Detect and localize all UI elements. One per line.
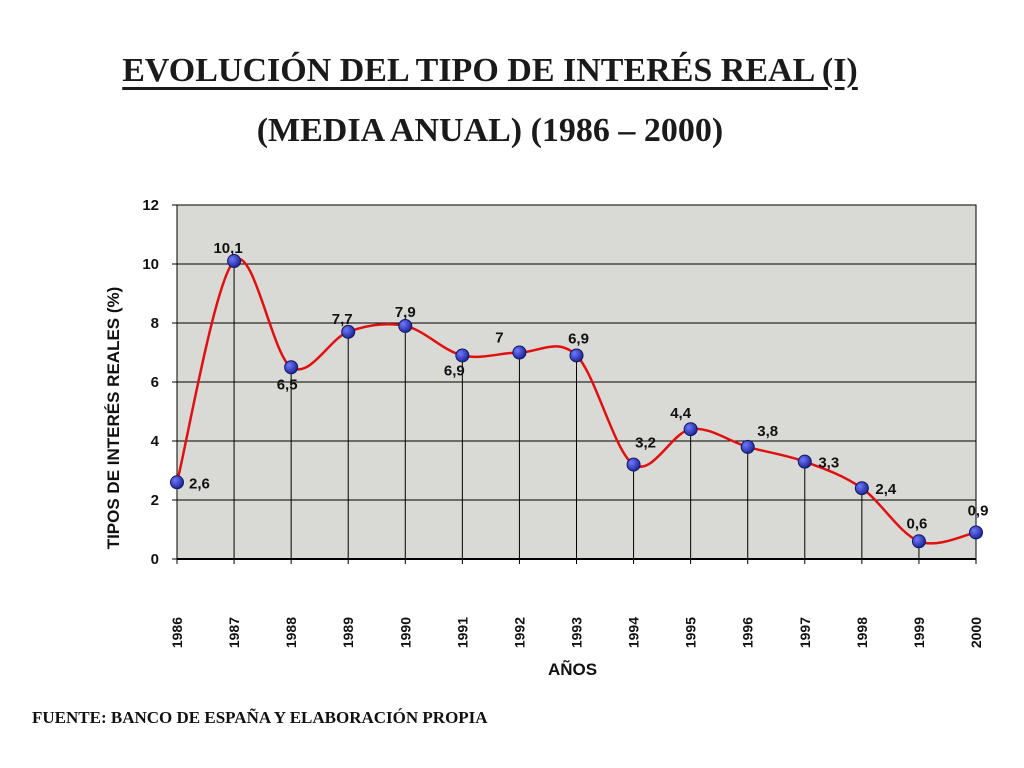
data-label: 3,8 (757, 423, 778, 440)
y-tick-label: 12 (142, 197, 159, 214)
data-label: 2,4 (875, 481, 897, 498)
x-tick-label: 1992 (511, 617, 527, 648)
chart-subtitle: (MEDIA ANUAL) (1986 – 2000) (256, 112, 724, 149)
y-tick-label: 6 (151, 374, 159, 391)
data-point (911, 534, 926, 549)
data-point (797, 454, 812, 469)
drop-lines (176, 261, 977, 559)
data-label: 6,9 (568, 330, 589, 347)
data-point (626, 457, 641, 472)
x-tick-label: 1997 (797, 617, 813, 648)
data-points (170, 254, 983, 549)
data-point (969, 525, 983, 540)
x-tick-label: 1986 (169, 617, 185, 648)
data-point (455, 348, 470, 363)
data-label: 0,9 (968, 502, 989, 519)
x-tick-label: 1990 (397, 617, 413, 648)
x-tick-label: 1991 (454, 617, 470, 648)
x-tick-label: 1995 (683, 617, 699, 648)
data-label: 7 (495, 330, 503, 347)
y-tick-label: 0 (151, 551, 159, 568)
x-tick-label: 1996 (740, 617, 756, 648)
x-tick-label: 1987 (226, 617, 242, 648)
y-axis-ticks: 0 2 4 6 8 10 12 (142, 197, 177, 568)
series-line (175, 257, 977, 545)
data-point (170, 475, 184, 490)
data-label: 2,6 (189, 475, 210, 492)
y-tick-label: 4 (151, 433, 160, 450)
y-tick-label: 2 (151, 492, 159, 509)
x-tick-label: 1989 (340, 617, 356, 648)
x-tick-label: 1993 (569, 617, 585, 648)
data-label: 7,9 (395, 304, 416, 321)
data-point (341, 324, 356, 339)
x-tick-label: 2000 (968, 617, 984, 648)
data-label: 6,9 (444, 362, 465, 379)
data-labels: 2,6 10,1 6,5 7,7 7,9 6,9 7 6,9 3,2 4,4 3,8 3,3 2,4 0,… (189, 240, 988, 532)
source-note: FUENTE: BANCO DE ESPAÑA Y ELABORACIÓN PR… (32, 708, 488, 727)
chart-title-text: EVOLUCIÓN DEL TIPO DE INTERÉS REAL (I) (122, 52, 858, 89)
line-chart: 2,6 10,1 6,5 7,7 7,9 6,9 7 6,9 3,2 4,4 3,8 3,3 2,4 0,… (104, 197, 988, 679)
data-label: 10,1 (213, 240, 242, 257)
data-point (569, 348, 584, 363)
data-label: 0,6 (906, 515, 927, 532)
x-axis-ticks: 1986 1987 1988 1989 1990 1991 1992 1993 1994 1995… (169, 559, 984, 648)
data-point (284, 360, 299, 375)
x-tick-label: 1994 (626, 617, 642, 648)
x-tick-label: 1988 (283, 617, 299, 648)
chart-title: EVOLUCIÓN DEL TIPO DE INTERÉS REAL (I) (0, 52, 980, 90)
data-point (398, 318, 413, 333)
data-point (683, 422, 698, 437)
data-point (854, 481, 869, 496)
x-tick-label: 1999 (911, 617, 927, 648)
data-point (740, 439, 755, 454)
y-axis-label: TIPOS DE INTERÉS REALES (%) (104, 287, 123, 550)
data-label: 3,3 (818, 455, 839, 472)
x-axis-label: AÑOS (548, 659, 597, 679)
data-label: 4,4 (670, 405, 692, 422)
x-tick-label: 1998 (854, 617, 870, 648)
data-label: 6,5 (277, 376, 298, 393)
data-point (512, 345, 527, 360)
data-label: 3,2 (635, 435, 656, 452)
y-tick-label: 8 (151, 315, 159, 332)
data-label: 7,7 (332, 311, 353, 328)
y-tick-label: 10 (142, 256, 159, 273)
data-point (227, 254, 242, 269)
